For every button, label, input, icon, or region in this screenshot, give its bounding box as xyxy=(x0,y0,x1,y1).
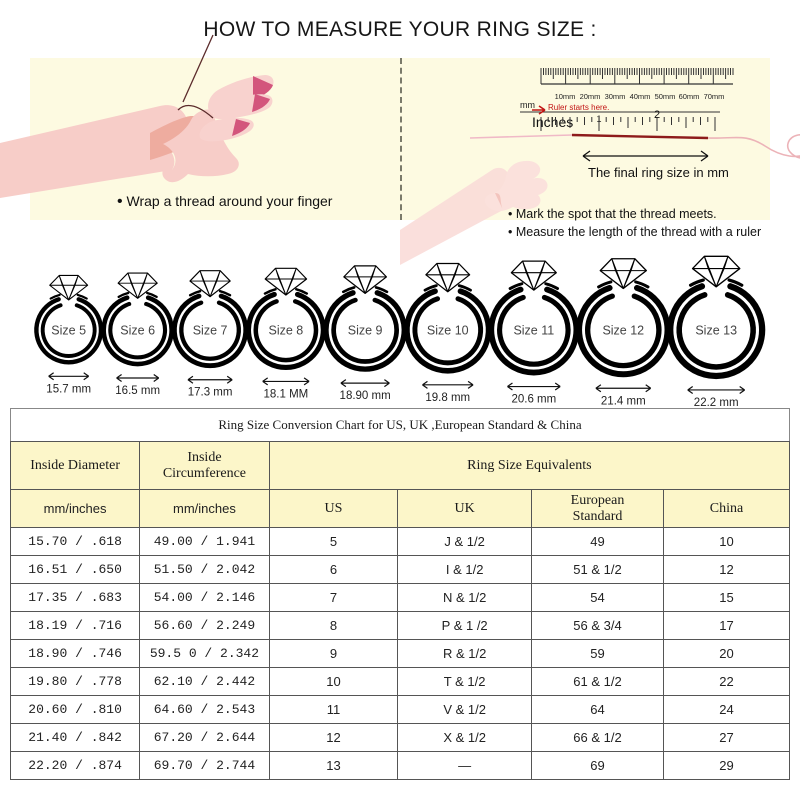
svg-text:19.8 mm: 19.8 mm xyxy=(425,392,470,404)
svg-text:Size 12: Size 12 xyxy=(602,324,644,338)
svg-text:Size 11: Size 11 xyxy=(513,324,554,338)
svg-text:21.4 mm: 21.4 mm xyxy=(601,395,646,407)
svg-text:Size 13: Size 13 xyxy=(695,324,737,338)
svg-text:16.5 mm: 16.5 mm xyxy=(115,385,160,397)
svg-text:18.1 MM: 18.1 MM xyxy=(264,388,309,400)
svg-text:Size 9: Size 9 xyxy=(348,324,383,338)
svg-text:Size 10: Size 10 xyxy=(427,324,469,338)
svg-text:20.6 mm: 20.6 mm xyxy=(511,394,556,406)
svg-text:Size 6: Size 6 xyxy=(120,324,155,338)
svg-text:• Measure the length of the th: • Measure the length of the thread with … xyxy=(508,225,761,239)
svg-text:17.3 mm: 17.3 mm xyxy=(188,387,233,399)
svg-text:Size 8: Size 8 xyxy=(269,324,304,338)
svg-text:18.90 mm: 18.90 mm xyxy=(340,390,391,402)
svg-text:15.7 mm: 15.7 mm xyxy=(46,383,91,395)
svg-text:Size 5: Size 5 xyxy=(51,324,86,338)
svg-text:Size 7: Size 7 xyxy=(193,324,228,338)
